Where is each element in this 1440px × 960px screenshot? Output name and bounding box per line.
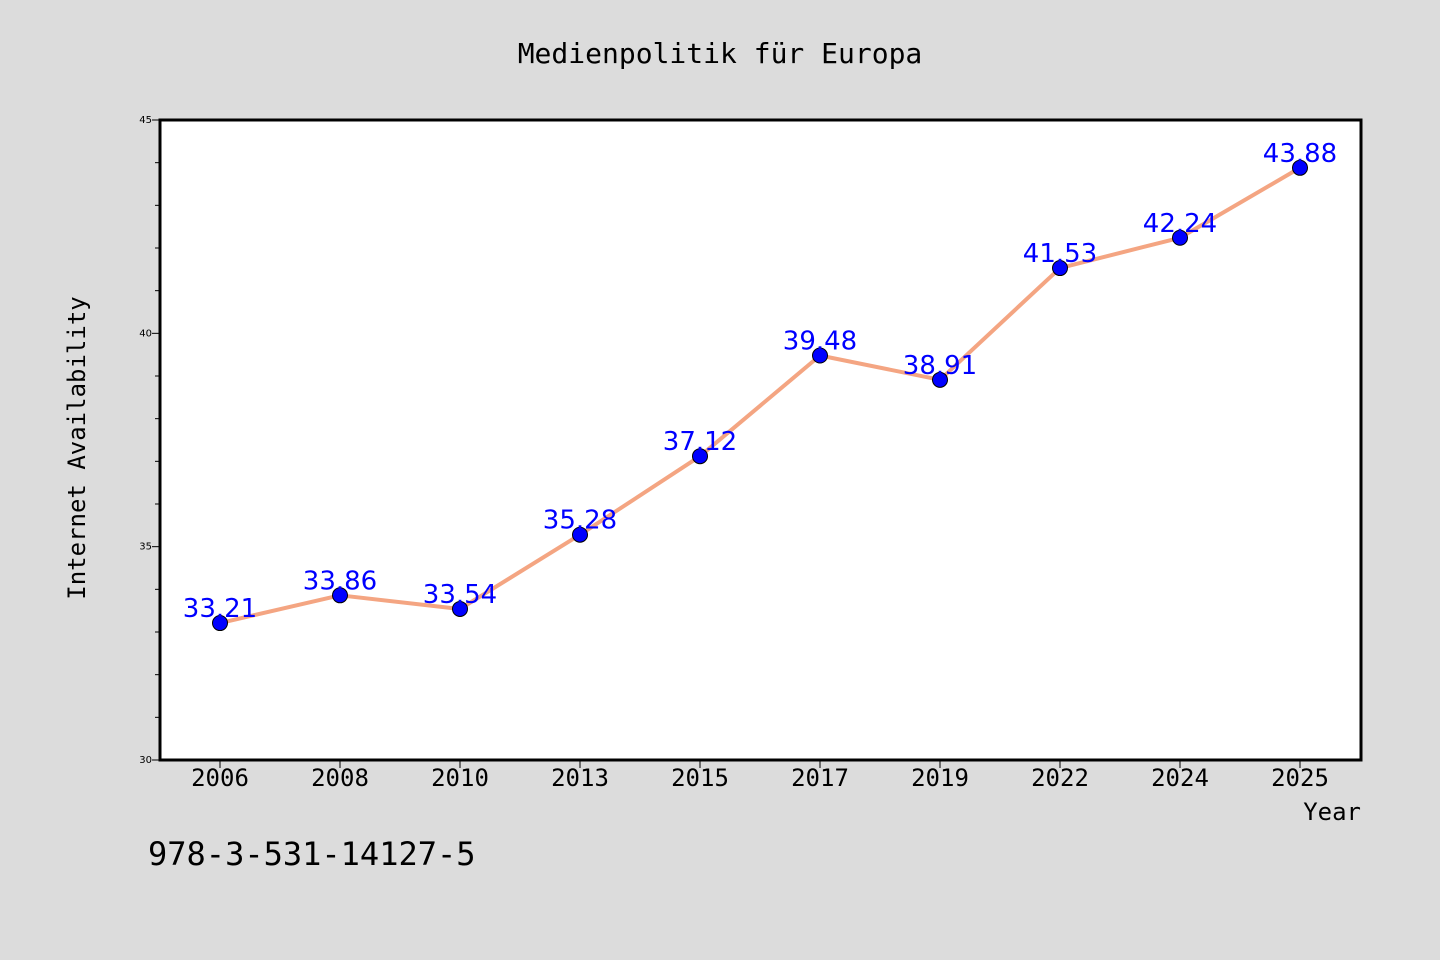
data-point	[572, 526, 588, 543]
data-point	[452, 600, 468, 617]
x-tick-label: 2024	[1151, 764, 1209, 792]
x-tick-label: 2013	[551, 764, 609, 792]
y-tick-label: 40	[139, 328, 152, 339]
y-tick-label: 30	[139, 755, 152, 766]
data-label: 37.12	[663, 427, 737, 457]
x-tick-label: 2022	[1031, 764, 1089, 792]
x-axis-ticks: 2006 2008 2010 2013 2015 2017 2019 2022 2024 2025	[191, 760, 1329, 792]
data-point	[1052, 260, 1068, 277]
data-point	[212, 615, 228, 632]
x-axis-label: Year	[1303, 798, 1361, 826]
data-point	[692, 448, 708, 465]
x-tick-label: 2006	[191, 764, 249, 792]
x-tick-label: 2019	[911, 764, 969, 792]
x-tick-label: 2025	[1271, 764, 1329, 792]
data-point	[1172, 229, 1188, 246]
y-tick-label: 35	[139, 542, 152, 553]
isbn-text: 978-3-531-14127-5	[148, 835, 476, 873]
x-tick-label: 2015	[671, 764, 729, 792]
x-tick-label: 2008	[311, 764, 369, 792]
plot-area	[160, 120, 1361, 760]
data-label: 43.88	[1263, 139, 1337, 169]
data-label: 39.48	[783, 327, 857, 357]
data-point	[1292, 159, 1308, 176]
chart-title: Medienpolitik für Europa	[518, 37, 923, 70]
y-tick-label: 45	[139, 115, 152, 126]
plot-frame	[158, 118, 1363, 762]
x-tick-label: 2010	[431, 764, 489, 792]
data-label: 33.86	[303, 566, 377, 596]
data-point	[332, 587, 348, 604]
series-line	[218, 165, 1302, 626]
data-label: 41.53	[1023, 239, 1097, 269]
data-label: 33.21	[183, 594, 257, 624]
y-axis-label: Internet Availability	[63, 296, 91, 599]
data-label: 42.24	[1143, 209, 1217, 239]
data-point	[812, 347, 828, 364]
data-point	[932, 371, 948, 388]
data-label: 35.28	[543, 506, 617, 536]
series-layer: 33.21 33.86 33.54 35.28 37.12 39.48 38.91 41.53…	[183, 139, 1337, 632]
data-label: 38.91	[903, 351, 977, 381]
x-tick-label: 2017	[791, 764, 849, 792]
data-label: 33.54	[423, 580, 497, 610]
